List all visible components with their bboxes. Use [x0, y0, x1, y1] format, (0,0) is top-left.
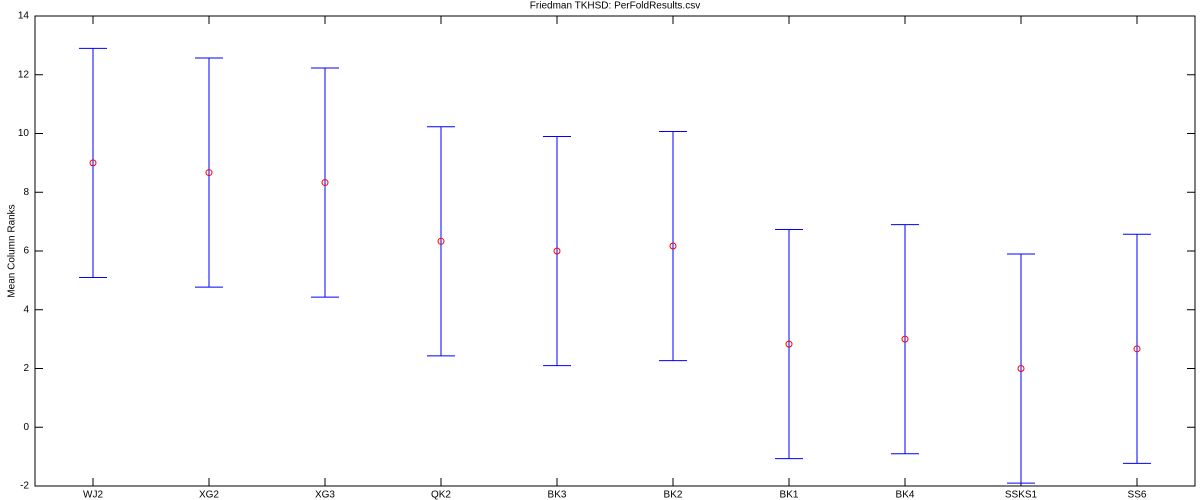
x-tick-label: BK4 [896, 490, 915, 500]
x-tick-label: BK1 [780, 490, 799, 500]
mean-marker [901, 335, 909, 343]
plot-box [34, 15, 1196, 487]
x-tick-label: XG2 [199, 490, 219, 500]
x-tick-label: QK2 [431, 490, 451, 500]
y-tick-label: 10 [18, 128, 30, 139]
mean-marker [669, 242, 677, 250]
y-tick-label: 12 [18, 69, 30, 80]
mean-marker [1017, 365, 1025, 372]
x-tick-label: SS6 [1128, 490, 1147, 500]
x-tick-label: WJ2 [83, 490, 103, 500]
y-tick-label: -2 [20, 481, 29, 492]
mean-marker [89, 159, 97, 167]
y-tick-label: 0 [23, 422, 29, 433]
y-tick-label: 2 [23, 363, 29, 374]
mean-marker [1133, 345, 1141, 353]
mean-marker [553, 247, 561, 255]
mean-marker [321, 179, 329, 187]
x-tick-label: XG3 [315, 490, 335, 500]
mean-marker [437, 237, 445, 245]
mean-marker [785, 340, 793, 348]
y-tick-label: 8 [23, 187, 29, 198]
y-tick-label: 14 [18, 11, 30, 22]
chart-title: Friedman TKHSD: PerFoldResults.csv [530, 1, 700, 12]
y-axis-label: Mean Column Ranks [7, 204, 18, 297]
x-tick-label: SSKS1 [1005, 490, 1038, 500]
y-tick-label: 6 [23, 246, 29, 257]
y-tick-label: 4 [23, 304, 29, 315]
x-tick-label: BK2 [664, 490, 683, 500]
x-tick-label: BK3 [548, 490, 567, 500]
mean-marker [205, 169, 213, 177]
